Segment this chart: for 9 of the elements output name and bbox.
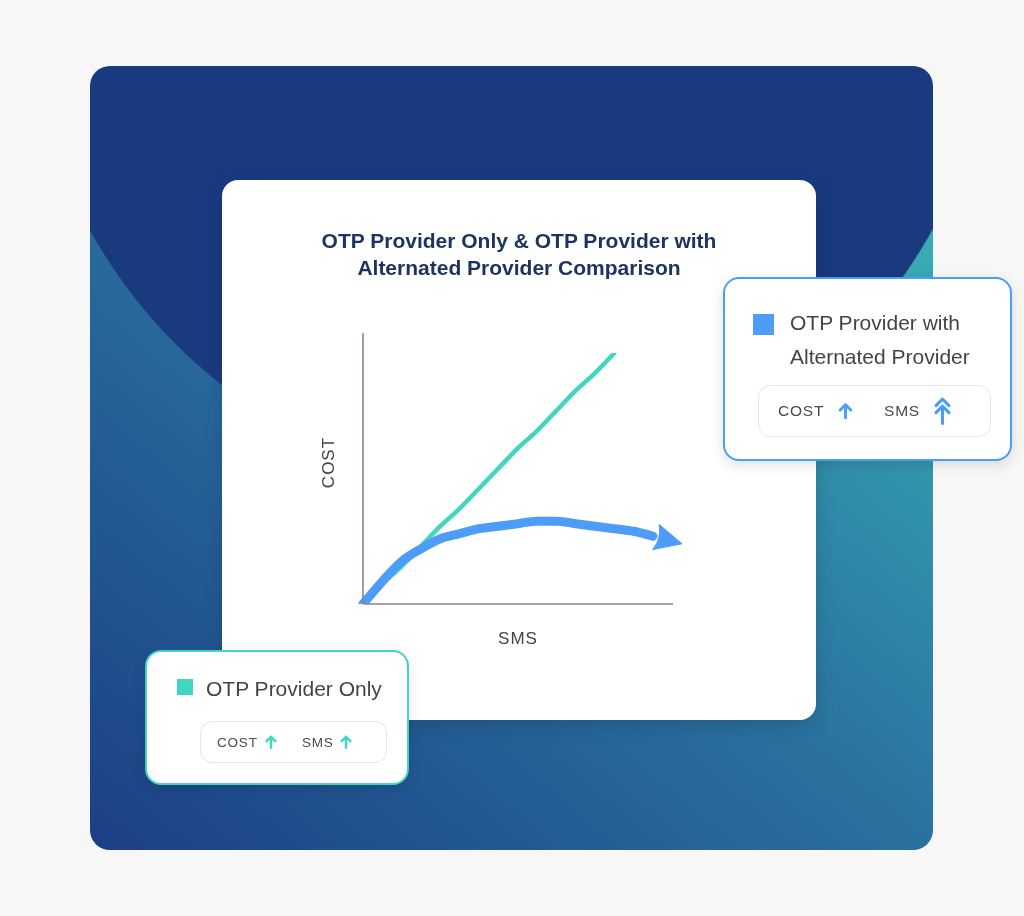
pill-box: COST SMS	[200, 721, 387, 763]
pill-box: COST SMS	[758, 385, 991, 437]
y-axis-title: COST	[319, 436, 339, 489]
legend-card: OTP Provider with Alternated Provider COST SMS	[723, 277, 1012, 461]
legend-label: OTP Provider Only	[206, 677, 382, 700]
x-axis-title: SMS	[498, 629, 538, 648]
legend-card: OTP Provider Only COST SMS	[145, 650, 409, 785]
legend-label: OTP Provider with Alternated Provider	[790, 311, 970, 368]
chart-title: OTP Provider Only & OTP Provider with Alternated Provider Comparison	[321, 229, 717, 279]
